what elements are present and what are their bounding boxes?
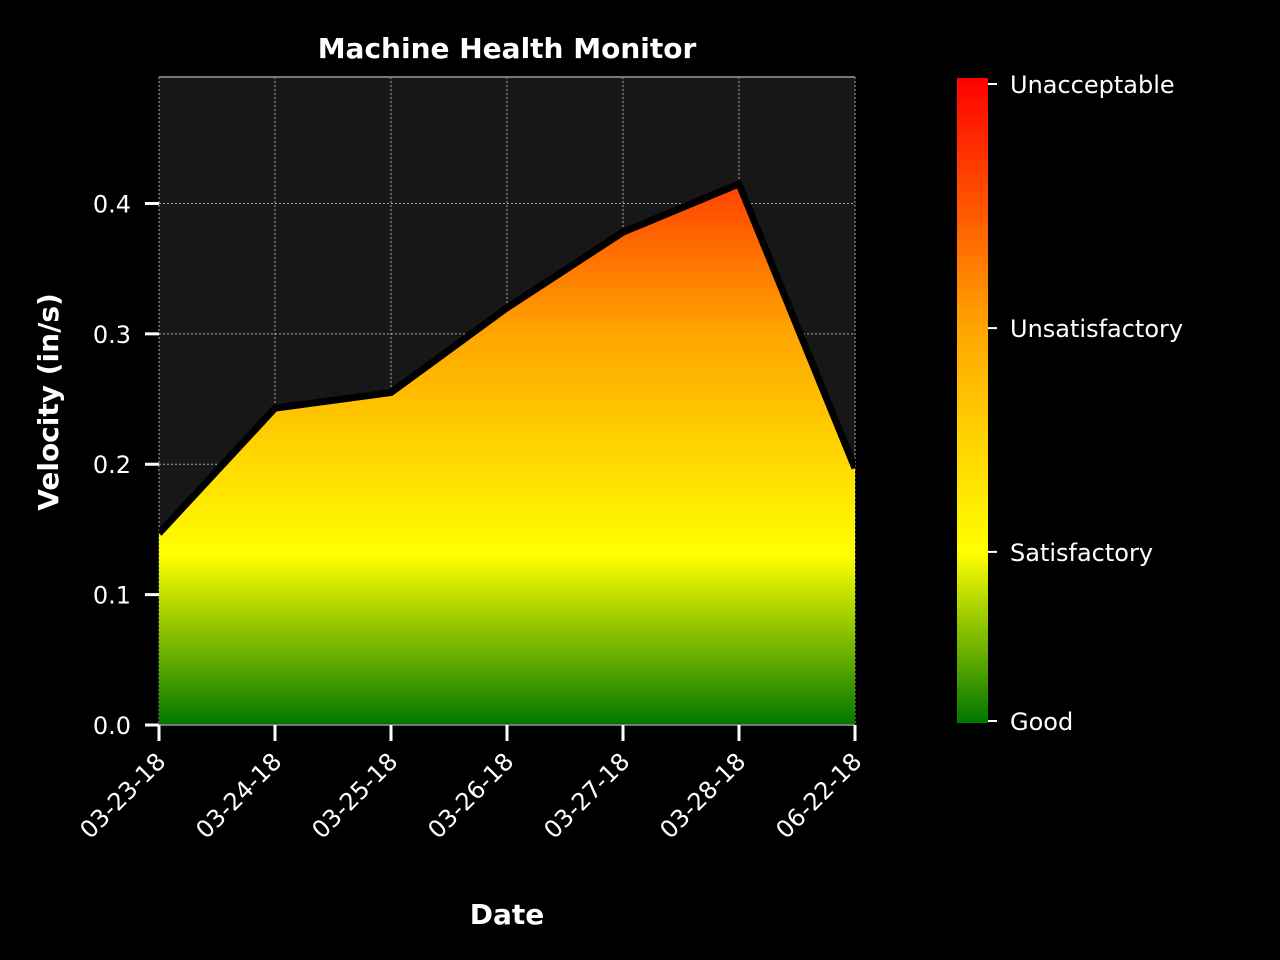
chart-title: Machine Health Monitor [318,32,697,65]
y-tick-label: 0.2 [93,451,131,479]
colorbar: Good Satisfactory Unsatisfactory Unacceptab… [957,71,1183,736]
y-axis: 0.0 0.1 0.2 0.3 0.4 [93,190,159,740]
y-tick-label: 0.3 [93,321,131,349]
velocity-line [159,179,855,536]
y-tick-label: 0.1 [93,582,131,610]
colorbar-label: Good [1010,708,1073,736]
x-axis: 03-23-18 03-24-18 03-25-18 03-26-18 03-27-18… [74,725,867,844]
x-tick-label: 03-24-18 [190,747,287,844]
colorbar-label: Satisfactory [1010,539,1153,567]
x-tick-label: 03-23-18 [74,747,171,844]
area-layer [159,179,855,725]
colorbar-label: Unacceptable [1010,71,1175,99]
x-axis-label: Date [470,898,545,931]
x-tick-label: 03-28-18 [654,747,751,844]
colorbar-gradient [957,78,988,723]
x-tick-label: 03-27-18 [538,747,635,844]
x-tick-label: 06-22-18 [770,747,867,844]
x-tick-label: 03-25-18 [306,747,403,844]
y-tick-label: 0.0 [93,712,131,740]
y-tick-label: 0.4 [93,190,131,218]
velocity-area [159,183,855,725]
colorbar-ticks: Good Satisfactory Unsatisfactory Unacceptab… [988,71,1183,736]
colorbar-label: Unsatisfactory [1010,315,1183,343]
x-tick-label: 03-26-18 [422,747,519,844]
y-axis-label: Velocity (in/s) [32,293,65,511]
